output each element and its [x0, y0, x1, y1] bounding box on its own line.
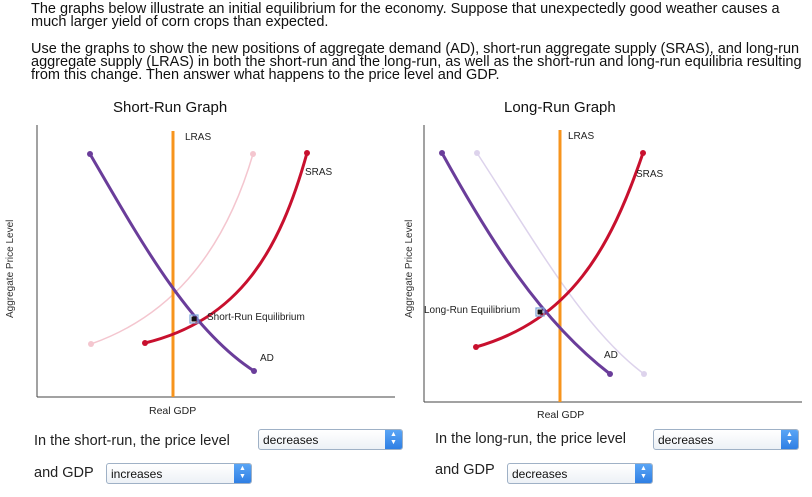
long-run-initial-ad-handle[interactable] [641, 371, 647, 377]
short-run-ad-handle[interactable] [251, 368, 257, 374]
long-run-equilibrium-label: Long-Run Equilibrium [424, 305, 520, 316]
long-run-ad-handle[interactable] [439, 150, 445, 156]
up-down-chevron-icon[interactable]: ▲ ▼ [781, 430, 798, 449]
long-run-equilibrium-focus-ring [535, 307, 545, 317]
long-run-sras-label: SRAS [636, 169, 664, 180]
long-run-price-question: In the long-run, the price level [435, 431, 627, 447]
short-run-initial-sras-handle[interactable] [88, 341, 94, 347]
up-down-chevron-icon[interactable]: ▲ ▼ [234, 464, 251, 483]
short-run-gdp-question: and GDP [34, 465, 94, 481]
short-run-gdp-dropdown[interactable]: increases ▲ ▼ [106, 463, 252, 484]
short-run-equilibrium-marker[interactable] [191, 316, 197, 322]
short-run-price-question: In the short-run, the price level [34, 433, 230, 449]
short-run-sras-curve[interactable] [144, 152, 309, 345]
long-run-ad-label: AD [604, 350, 618, 361]
short-run-equilibrium-label: Short-Run Equilibrium [207, 312, 305, 323]
short-run-sras-handle[interactable] [304, 150, 310, 156]
long-run-y-axis-label: Aggregate Price Level [404, 220, 415, 318]
short-run-graph-title: Short-Run Graph [113, 99, 228, 116]
short-run-sras-handle[interactable] [142, 340, 148, 346]
long-run-ad-handle[interactable] [607, 371, 613, 377]
short-run-initial-sras-curve [90, 153, 254, 345]
short-run-equilibrium-focus-ring [189, 314, 199, 324]
long-run-x-axis-label: Real GDP [537, 409, 584, 421]
short-run-y-axis-label: Aggregate Price Level [5, 220, 16, 318]
short-run-x-axis-label: Real GDP [149, 405, 196, 417]
short-run-ad-handle[interactable] [87, 151, 93, 157]
short-run-initial-sras-handle[interactable] [250, 151, 256, 157]
long-run-price-dropdown[interactable]: decreases ▲ ▼ [653, 429, 799, 450]
long-run-gdp-question: and GDP [435, 462, 495, 478]
instruction-paragraph-2: Use the graphs to show the new positions… [31, 41, 802, 83]
long-run-initial-ad-handle[interactable] [474, 150, 480, 156]
long-run-gdp-dropdown[interactable]: decreases ▲ ▼ [507, 463, 653, 484]
instruction-paragraph-1: The graphs below illustrate an initial e… [31, 1, 780, 30]
long-run-sras-handle[interactable] [640, 150, 646, 156]
long-run-gdp-dropdown-value: decreases [512, 467, 568, 481]
short-run-price-dropdown[interactable]: decreases ▲ ▼ [258, 429, 403, 450]
short-run-ad-curve[interactable] [88, 153, 255, 373]
short-run-graph[interactable]: Aggregate Price Level Real GDP LRAS SRAS… [5, 125, 395, 417]
short-run-price-dropdown-value: decreases [263, 433, 319, 447]
short-run-sras-label: SRAS [305, 167, 333, 178]
short-run-gdp-dropdown-value: increases [111, 467, 163, 481]
long-run-ad-curve[interactable] [440, 152, 611, 376]
up-down-chevron-icon[interactable]: ▲ ▼ [385, 430, 402, 449]
up-down-chevron-icon[interactable]: ▲ ▼ [635, 464, 652, 483]
long-run-lras-label: LRAS [568, 131, 594, 142]
long-run-graph-title: Long-Run Graph [504, 99, 616, 116]
long-run-sras-handle[interactable] [473, 344, 479, 350]
long-run-sras-curve[interactable] [475, 152, 645, 349]
short-run-lras-label: LRAS [185, 132, 211, 143]
long-run-equilibrium-marker[interactable] [537, 309, 543, 315]
long-run-price-dropdown-value: decreases [658, 433, 714, 447]
long-run-graph[interactable]: Aggregate Price Level Real GDP LRAS SRAS… [404, 125, 802, 421]
long-run-initial-ad-curve [476, 152, 645, 375]
short-run-ad-label: AD [260, 353, 274, 364]
